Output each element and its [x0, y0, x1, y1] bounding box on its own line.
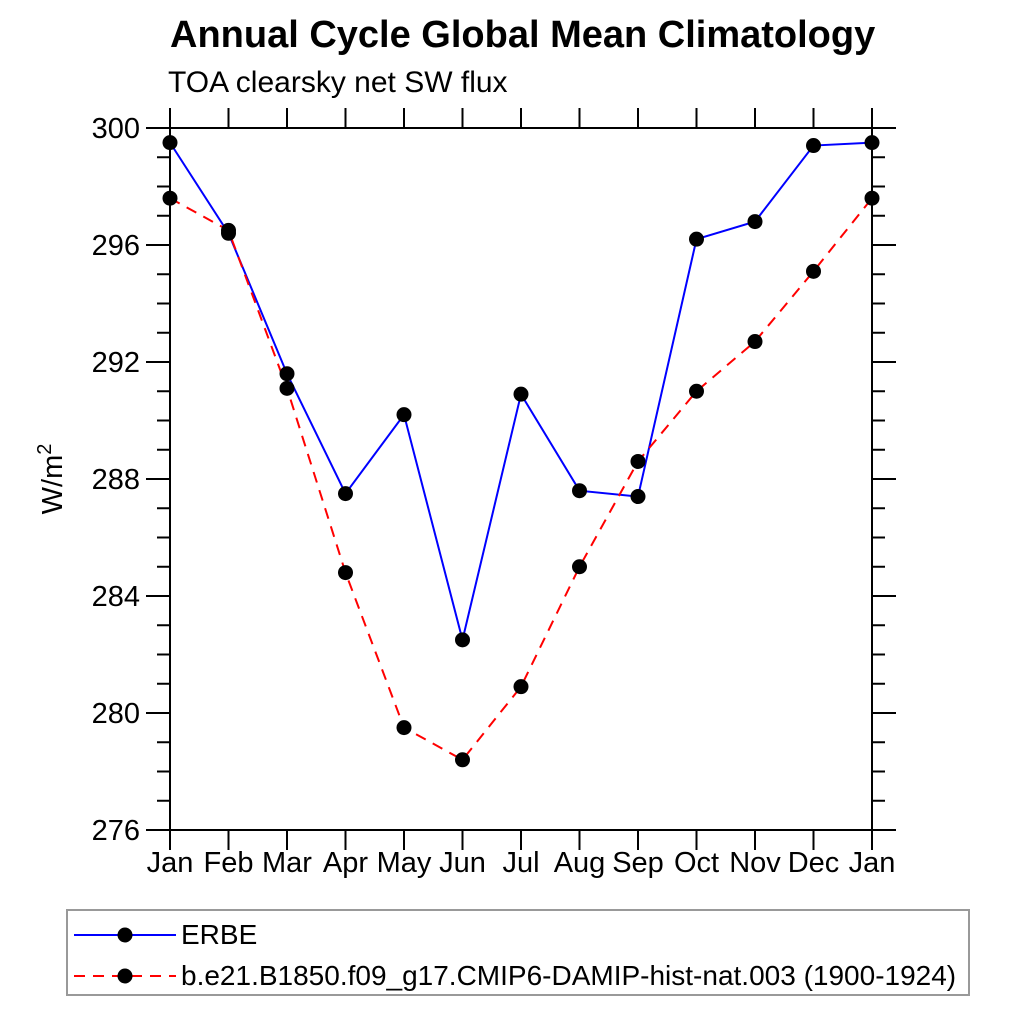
series-markers-0	[162, 135, 880, 648]
x-tick-label: Jan	[849, 847, 896, 879]
chart-title: Annual Cycle Global Mean Climatology	[170, 14, 876, 56]
y-axis-title: W/m2	[34, 444, 69, 515]
legend-item-model: b.e21.B1850.f09_g17.CMIP6-DAMIP-hist-nat…	[72, 958, 956, 994]
y-tick-label: 288	[92, 464, 140, 496]
y-tick-label: 280	[92, 698, 140, 730]
legend-item-erbe: ERBE	[72, 917, 257, 953]
x-tick-label: Jan	[147, 847, 194, 879]
x-tick-label: Mar	[262, 847, 312, 879]
x-tick-label: Oct	[674, 847, 719, 879]
x-tick-label: Feb	[204, 847, 254, 879]
y-tick-label: 300	[92, 113, 140, 145]
x-tick-label: Aug	[554, 847, 606, 879]
chart-canvas: Jan Feb Mar Apr May Jun Jul Aug Sep Oct Nov Dec Jan2…	[34, 108, 896, 879]
x-tick-label: May	[377, 847, 432, 879]
y-tick-label: 296	[92, 230, 140, 262]
y-tick-label: 284	[92, 581, 140, 613]
axis-labels: Jan Feb Mar Apr May Jun Jul Aug Sep Oct Nov Dec Jan2…	[92, 113, 896, 879]
legend-line-sample-solid	[74, 927, 176, 943]
series-markers-1	[162, 190, 880, 768]
plot-border	[169, 127, 873, 831]
series-line-1	[169, 197, 873, 762]
x-tick-label: Apr	[323, 847, 368, 879]
chart-legend: ERBE b.e21.B1850.f09_g17.CMIP6-DAMIP-his…	[66, 909, 970, 996]
x-tick-label: Jul	[502, 847, 539, 879]
axis-ticks	[146, 108, 896, 850]
y-tick-label: 292	[92, 347, 140, 379]
x-tick-label: Sep	[612, 847, 664, 879]
x-tick-label: Nov	[729, 847, 781, 879]
legend-label-erbe: ERBE	[181, 919, 258, 950]
y-tick-label: 276	[92, 815, 140, 847]
x-tick-label: Dec	[788, 847, 840, 879]
chart-subtitle: TOA clearsky net SW flux	[168, 66, 508, 99]
legend-label-model: b.e21.B1850.f09_g17.CMIP6-DAMIP-hist-nat…	[181, 960, 957, 991]
x-tick-label: Jun	[439, 847, 486, 879]
legend-line-sample-dashed	[74, 968, 176, 984]
